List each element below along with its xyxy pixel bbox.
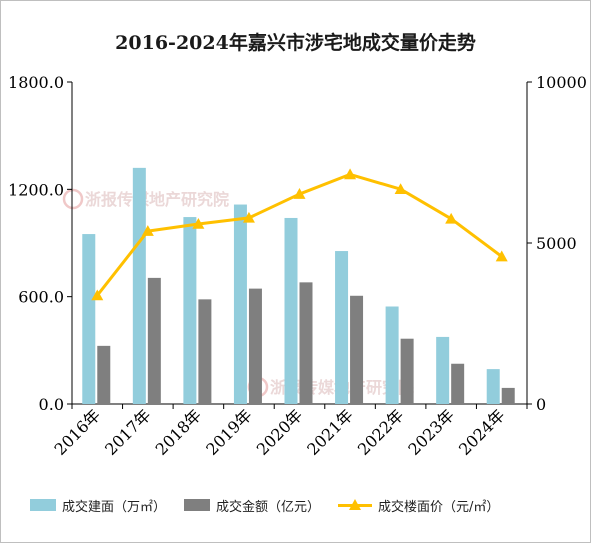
bar-amount xyxy=(400,338,414,404)
bar-area xyxy=(486,369,500,404)
line-price-point xyxy=(242,211,255,223)
bar-amount xyxy=(350,295,364,404)
x-tick-label: 2021年 xyxy=(303,405,357,459)
x-tick-label: 2018年 xyxy=(152,405,206,459)
x-tick-label: 2019年 xyxy=(202,405,256,459)
line-price-point xyxy=(445,212,458,224)
legend-label-amount: 成交金额（亿元） xyxy=(216,499,321,515)
y-left-tick-label: 1800.0 xyxy=(8,73,64,92)
x-tick-label: 2023年 xyxy=(404,405,458,459)
line-price-point xyxy=(141,225,154,236)
line-price-point xyxy=(293,188,306,199)
legend-swatch-price xyxy=(338,499,373,511)
legend-item-area: 成交建面（万㎡） xyxy=(30,496,166,515)
bar-amount xyxy=(451,363,465,404)
legend-label-area: 成交建面（万㎡） xyxy=(62,499,167,515)
legend-label-price: 成交楼面价（元/㎡） xyxy=(378,499,500,515)
bar-area xyxy=(284,217,298,404)
bar-area xyxy=(335,251,349,404)
y-right-tick-label: 5000 xyxy=(536,234,577,253)
bar-amount xyxy=(147,277,161,404)
line-price-point xyxy=(394,183,407,195)
bar-area xyxy=(436,336,450,404)
legend-item-amount: 成交金额（亿元） xyxy=(184,496,320,515)
x-tick-label: 2020年 xyxy=(253,405,307,459)
bar-area xyxy=(183,217,197,404)
y-left-tick-label: 1200.0 xyxy=(8,180,64,199)
bar-area xyxy=(385,306,399,404)
x-tick-label: 2022年 xyxy=(354,405,408,459)
bar-amount xyxy=(299,282,313,404)
watermark-text: 浙报传媒地产研究院 xyxy=(85,190,229,209)
chart-legend: 成交建面（万㎡） 成交金额（亿元） 成交楼面价（元/㎡） xyxy=(30,494,570,516)
x-tick-label: 2017年 xyxy=(101,405,155,459)
legend-item-price: 成交楼面价（元/㎡） xyxy=(338,496,499,515)
x-tick-label: 2024年 xyxy=(455,405,509,459)
y-right-tick-label: 0 xyxy=(536,395,546,414)
line-price-point xyxy=(495,250,508,262)
line-price-point xyxy=(344,168,357,180)
line-price-point xyxy=(91,289,104,301)
bar-amount xyxy=(248,288,262,404)
chart-title: 2016-2024年嘉兴市涉宅地成交量价走势 xyxy=(115,32,476,54)
bar-amount xyxy=(97,345,111,404)
bar-amount xyxy=(501,387,515,404)
y-left-tick-label: 0.0 xyxy=(39,395,64,414)
watermark-logo-icon xyxy=(62,188,84,210)
bar-area xyxy=(82,234,96,404)
y-right-tick-label: 10000 xyxy=(536,73,587,92)
bar-amount xyxy=(198,299,212,404)
bar-area xyxy=(233,204,247,404)
line-price-point xyxy=(192,218,205,229)
y-left-tick-label: 600.0 xyxy=(18,288,64,307)
legend-swatch-area xyxy=(30,499,56,511)
bar-area xyxy=(132,167,146,404)
legend-swatch-amount xyxy=(184,499,211,511)
